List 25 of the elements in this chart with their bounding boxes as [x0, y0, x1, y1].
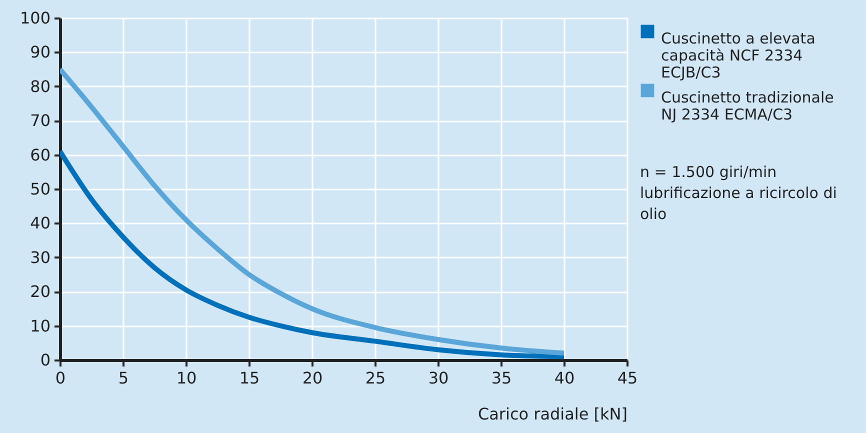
y-tick-label: 80	[30, 76, 50, 96]
legend-label: Cuscinetto tradizionale NJ 2334 ECMA/C3	[661, 88, 834, 124]
x-tick-label: 5	[118, 368, 129, 388]
legend-label: Cuscinetto a elevata capacità NCF 2334 ECJB/C3	[661, 30, 816, 82]
x-tick-label: 20	[302, 368, 323, 388]
y-tick-label: 40	[30, 214, 50, 233]
y-tick-label: 90	[30, 42, 50, 62]
x-tick-label: 35	[491, 368, 512, 388]
x-tick-label: 40	[554, 368, 575, 388]
y-tick-label: 20	[30, 282, 50, 302]
y-tick-label: 60	[30, 145, 50, 164]
y-tick-label: 10	[30, 316, 50, 336]
x-tick-label: 10	[176, 368, 197, 388]
x-tick-label: 15	[239, 368, 260, 388]
x-tick-label: 30	[428, 368, 449, 388]
y-tick-label: 30	[30, 248, 50, 267]
x-axis-title: Carico radiale [kN]	[478, 404, 628, 424]
y-tick-label: 50	[30, 180, 50, 198]
x-tick-label: 45	[617, 368, 638, 388]
y-tick-label: 0	[40, 350, 50, 370]
x-tick-label: 0	[55, 368, 66, 388]
text: n = 1.500 giri/min lubrificazione a ricircolo di olio	[640, 162, 838, 225]
y-tick-label: 70	[30, 111, 50, 130]
x-tick-label: 25	[365, 368, 386, 388]
y-tick-label: 100	[20, 8, 50, 28]
